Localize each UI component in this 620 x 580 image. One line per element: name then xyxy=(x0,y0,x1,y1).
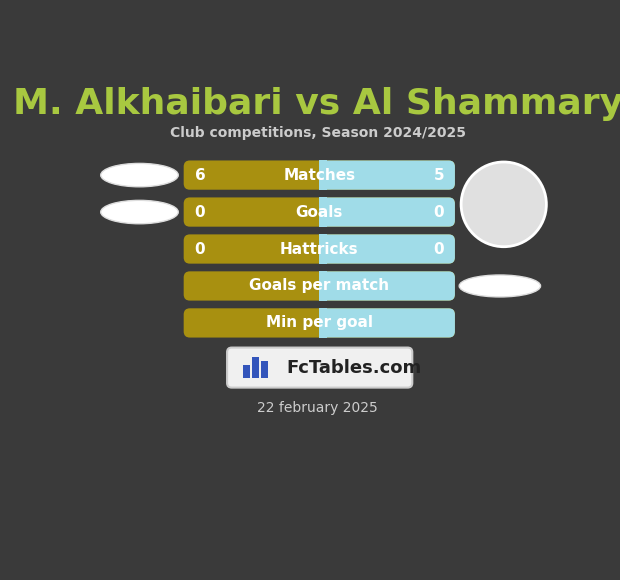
Text: 5: 5 xyxy=(433,168,444,183)
FancyBboxPatch shape xyxy=(319,161,455,190)
Text: Min per goal: Min per goal xyxy=(266,316,373,331)
FancyBboxPatch shape xyxy=(184,197,455,227)
FancyBboxPatch shape xyxy=(184,309,455,338)
Bar xyxy=(261,361,268,378)
FancyBboxPatch shape xyxy=(184,271,455,300)
Bar xyxy=(252,357,259,378)
Text: FcTables.com: FcTables.com xyxy=(286,358,422,376)
Text: 0: 0 xyxy=(195,241,205,256)
FancyBboxPatch shape xyxy=(319,271,455,300)
FancyBboxPatch shape xyxy=(319,309,455,338)
Text: 0: 0 xyxy=(195,205,205,220)
Text: 0: 0 xyxy=(433,241,444,256)
Text: Goals: Goals xyxy=(296,205,343,220)
Text: 0: 0 xyxy=(433,205,444,220)
Circle shape xyxy=(461,162,546,246)
Ellipse shape xyxy=(100,164,179,187)
Bar xyxy=(319,234,327,264)
FancyBboxPatch shape xyxy=(319,234,455,264)
Text: Matches: Matches xyxy=(283,168,355,183)
Text: Hattricks: Hattricks xyxy=(280,241,358,256)
FancyBboxPatch shape xyxy=(227,347,412,387)
Bar xyxy=(319,309,327,338)
Text: Goals per match: Goals per match xyxy=(249,278,389,293)
Text: 6: 6 xyxy=(195,168,205,183)
FancyBboxPatch shape xyxy=(184,161,455,190)
FancyBboxPatch shape xyxy=(184,234,455,264)
Text: 22 february 2025: 22 february 2025 xyxy=(257,401,378,415)
Bar xyxy=(319,161,327,190)
FancyBboxPatch shape xyxy=(319,197,455,227)
Ellipse shape xyxy=(459,275,541,297)
Ellipse shape xyxy=(100,200,179,224)
Bar xyxy=(319,271,327,300)
Text: M. Alkhaibari vs Al Shammary: M. Alkhaibari vs Al Shammary xyxy=(12,87,620,121)
Bar xyxy=(242,364,249,378)
Bar xyxy=(319,197,327,227)
Text: Club competitions, Season 2024/2025: Club competitions, Season 2024/2025 xyxy=(170,126,466,140)
